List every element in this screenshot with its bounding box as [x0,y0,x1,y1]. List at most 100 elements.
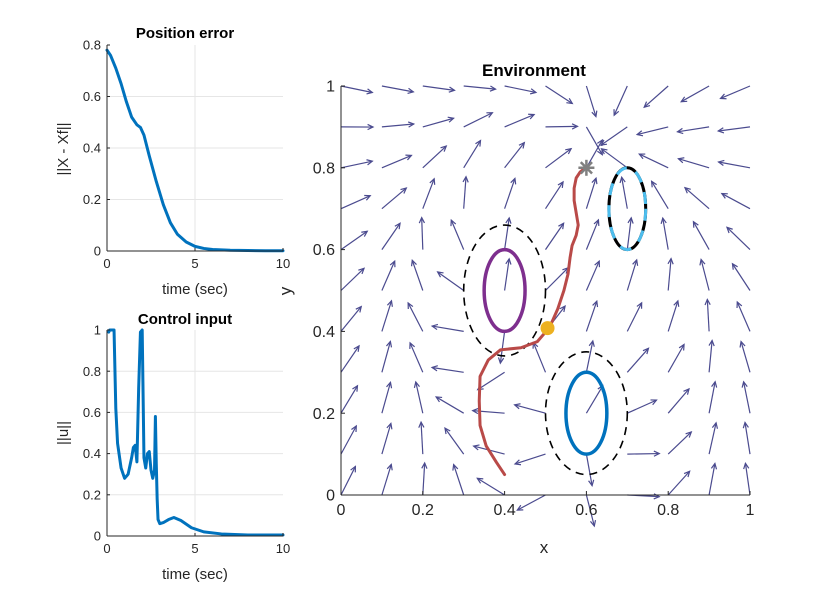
arrow-head [440,145,448,152]
x-tick-label: 5 [191,541,198,556]
vector-arrow [627,450,661,457]
arrow-shaft [381,464,392,496]
position-error-xlabel: time (sec) [162,281,228,298]
vector-arrow [504,257,512,291]
vector-arrow [422,177,436,209]
arrow-head [619,175,626,184]
vector-arrow [545,85,574,105]
arrow-shaft [667,344,685,373]
arrow-shaft [726,226,751,251]
vector-arrow [413,380,424,414]
vector-arrow [410,258,424,291]
y-tick-label: 0.6 [313,242,335,259]
vector-arrow [504,85,538,95]
arrow-shaft [504,142,525,169]
vector-arrow [613,85,628,117]
arrow-head [599,139,608,146]
arrow-shaft [437,271,465,291]
vector-arrow [708,339,715,373]
arrow-head [566,98,574,105]
arrow-head [450,218,457,227]
arrow-shaft [708,422,717,455]
x-tick-label: 0.4 [493,502,515,519]
arrow-head [394,222,401,230]
arrow-head [719,93,727,100]
arrow-head [638,153,646,160]
arrow-shaft [585,85,597,117]
x-tick-label: 5 [191,256,198,271]
arrow-head [513,403,521,410]
arrow-shaft [340,345,360,373]
arrow-head [683,387,690,395]
arrow-head [588,479,595,487]
vector-arrow [381,85,415,95]
arrow-shaft [504,113,535,128]
arrow-shaft [667,388,690,414]
y-tick-label: 0.8 [83,38,101,53]
arrow-shaft [472,410,505,414]
arrow-head [589,520,597,528]
vector-arrow [585,299,599,332]
arrow-shaft [585,126,603,155]
vector-arrow [708,462,718,496]
x-tick-label: 0 [103,541,110,556]
arrow-head [710,462,718,470]
arrow-head [505,257,512,265]
arrow-shaft [340,466,356,496]
arrow-head [685,431,693,438]
arrow-shaft [411,260,424,291]
arrow-shaft [667,258,672,291]
arrow-shaft [692,221,710,250]
arrow-shaft [585,340,594,373]
arrow-shaft [636,126,669,136]
arrow-head [405,154,413,161]
arrow-shaft [626,302,643,332]
y-tick-label: 1 [94,323,101,338]
arrow-shaft [340,306,362,332]
arrow-head [559,305,566,313]
vector-arrow [340,85,374,95]
arrow-head [528,113,536,120]
arrow-shaft [626,217,632,250]
arrow-head [410,258,417,267]
arrow-shaft [600,126,628,146]
arrow-shaft [420,422,424,455]
vector-arrow [513,403,546,414]
arrow-shaft [407,302,424,332]
arrow-shaft [532,342,547,373]
vector-arrow [421,461,428,496]
x-tick-label: 0.6 [575,502,597,519]
x-tick-label: 0 [337,502,346,519]
vector-arrow [340,267,366,291]
arrow-head [386,422,393,430]
arrow-head [364,194,372,201]
arrow-head [650,399,658,406]
vector-arrow [516,494,546,511]
arrow-shaft [626,347,649,373]
arrow-shaft [667,431,692,455]
arrow-head [678,343,685,351]
vector-arrow [340,384,359,414]
arrow-head [673,299,680,307]
arrow-shaft [651,181,669,210]
arrow-shaft [340,230,368,251]
arrow-head [676,127,684,135]
vector-arrow [513,453,546,466]
vector-arrow [340,159,374,169]
control-input-grid [107,330,283,536]
control-input-line [107,328,285,537]
vector-arrow [743,461,751,496]
arrow-shaft [718,126,751,132]
vector-arrow [463,112,494,128]
arrow-head [350,465,357,473]
arrow-shaft [504,258,510,291]
target-region [607,166,648,252]
vector-arrow [476,477,505,496]
arrow-shaft [706,299,710,332]
y-tick-label: 0.2 [83,192,101,207]
vector-arrow [720,192,751,210]
arrow-head [529,88,538,95]
arrow-head [418,420,425,428]
arrow-head [352,384,359,392]
